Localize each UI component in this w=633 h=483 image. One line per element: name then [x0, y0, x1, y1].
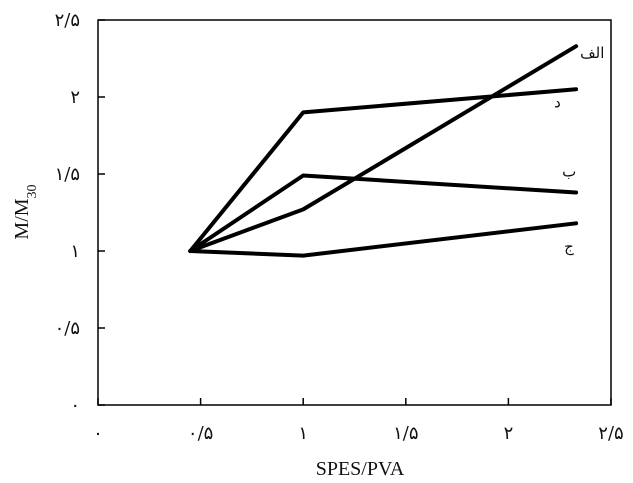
y-axis: ٠ ٠/۵ ۱ ۱/۵ ۲ ۲/۵ [55, 10, 105, 416]
x-tick-label: ۲/۵ [598, 423, 623, 444]
y-tick-label: ٠/۵ [55, 318, 80, 339]
y-axis-title-subscript: 30 [25, 184, 40, 198]
y-axis-title-main: M/M [11, 198, 33, 239]
x-tick-label: ۱/۵ [393, 423, 418, 444]
series-line [188, 221, 579, 258]
y-tick-label: ۲ [70, 87, 80, 108]
y-tick-label: ۲/۵ [55, 10, 80, 31]
series-label: د [554, 93, 561, 111]
y-tick-label: ٠ [70, 395, 80, 416]
series-label: الف [580, 44, 604, 62]
x-tick-label: ۱ [298, 423, 308, 444]
x-axis: ٠ ٠/۵ ۱ ۱/۵ ۲ ۲/۵ [93, 398, 624, 444]
series-label: ج [564, 237, 574, 256]
y-tick-label: ۱ [70, 241, 80, 262]
series-group [188, 44, 579, 258]
series-line [188, 173, 579, 253]
series-labels: الف د ب ج [554, 44, 604, 256]
y-tick-label: ۱/۵ [55, 164, 80, 185]
plot-frame [97, 19, 612, 406]
x-tick-label: ٠ [93, 423, 103, 444]
x-axis-title: SPES/PVA [316, 458, 405, 480]
series-label: ب [562, 162, 576, 180]
y-axis-title: M/M30 [11, 184, 40, 239]
series-line [188, 87, 579, 253]
x-tick-label: ۲ [504, 423, 514, 444]
x-tick-label: ٠/۵ [188, 423, 213, 444]
series-line [188, 44, 579, 253]
